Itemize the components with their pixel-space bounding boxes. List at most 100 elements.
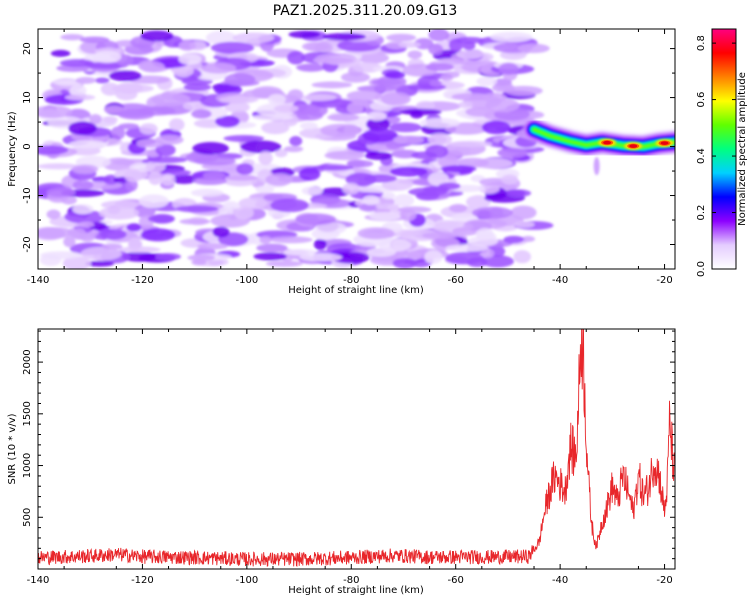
noise-blob xyxy=(210,41,255,54)
noise-blob xyxy=(386,33,417,42)
noise-blob xyxy=(437,154,459,169)
noise-blob xyxy=(393,135,424,145)
spectrogram-x-axis: -140 -120 -100 -80 -60 -40 -20 xyxy=(27,29,673,286)
noise-blob xyxy=(267,93,286,106)
noise-blobs xyxy=(38,29,554,269)
noise-blob xyxy=(331,251,370,264)
colorbar-tick-label: 0.0 xyxy=(696,261,707,277)
noise-blob xyxy=(517,43,550,54)
noise-blob xyxy=(147,156,188,164)
noise-blob xyxy=(445,244,489,252)
noise-blob xyxy=(46,187,76,198)
figure-title: PAZ1.2025.311.20.09.G13 xyxy=(273,3,458,19)
noise-blob xyxy=(75,77,97,84)
x-tick-label: -60 xyxy=(448,575,464,586)
noise-blob xyxy=(385,141,402,150)
noise-blob xyxy=(240,140,282,154)
ridge-peak xyxy=(598,138,617,147)
noise-blob xyxy=(139,123,158,135)
noise-blob xyxy=(223,134,265,142)
noise-blob xyxy=(265,173,293,186)
noise-blob xyxy=(95,77,110,84)
snr-frame xyxy=(37,328,676,570)
noise-blob xyxy=(288,30,321,39)
noise-blob xyxy=(513,250,531,264)
noise-blob xyxy=(398,41,421,48)
y-tick-label: 10 xyxy=(22,91,33,104)
noise-blob xyxy=(471,206,513,219)
noise-blob xyxy=(122,251,156,262)
noise-blob xyxy=(183,83,212,92)
noise-blob xyxy=(71,228,87,240)
signal-ridge xyxy=(523,118,675,176)
noise-blob xyxy=(364,151,393,160)
noise-blob xyxy=(506,189,532,198)
noise-blob xyxy=(224,174,259,181)
noise-blob xyxy=(40,251,83,260)
snr-x-label: Height of straight line (km) xyxy=(288,585,424,596)
noise-blob xyxy=(116,82,144,94)
ridge-peak xyxy=(655,139,674,148)
noise-blob xyxy=(62,256,92,269)
noise-blob xyxy=(299,121,318,130)
noise-blob xyxy=(138,194,169,209)
noise-blob xyxy=(69,84,87,97)
noise-blob xyxy=(255,185,275,194)
snr-plot-area xyxy=(38,329,675,567)
noise-blob xyxy=(458,101,473,109)
noise-blob xyxy=(151,92,191,106)
x-tick-label: -140 xyxy=(27,575,50,586)
spectrogram-y-axis: -20 -10 0 10 20 xyxy=(22,42,675,270)
noise-blob xyxy=(224,101,250,113)
noise-blob xyxy=(200,62,237,74)
noise-blob xyxy=(494,78,512,90)
noise-blob xyxy=(193,156,236,166)
noise-blob xyxy=(425,63,454,72)
noise-blob xyxy=(50,49,71,57)
colorbar-tick-label: 0.8 xyxy=(696,35,707,51)
noise-blob xyxy=(191,109,212,119)
noise-blob xyxy=(356,85,399,92)
noise-blob xyxy=(301,186,323,196)
y-tick-label: 500 xyxy=(22,508,33,527)
noise-blob xyxy=(415,100,436,111)
noise-blob xyxy=(72,180,94,191)
noise-blob xyxy=(320,123,363,137)
noise-blob xyxy=(172,64,194,77)
noise-blob xyxy=(214,83,243,96)
x-tick-label: -100 xyxy=(236,275,259,286)
noise-blob xyxy=(136,139,165,148)
noise-blob xyxy=(346,90,383,101)
noise-blob xyxy=(179,218,211,225)
noise-blob xyxy=(296,63,326,72)
noise-blob xyxy=(137,106,176,116)
y-tick-label: -10 xyxy=(22,187,33,203)
x-tick-label: -140 xyxy=(27,275,50,286)
noise-blob xyxy=(322,32,367,41)
noise-blob xyxy=(366,117,391,132)
noise-blob xyxy=(497,147,528,159)
noise-blob xyxy=(171,174,197,185)
noise-blob xyxy=(427,133,453,146)
y-tick-label: 2000 xyxy=(22,349,33,374)
noise-blob xyxy=(160,173,176,186)
y-tick-label: 1500 xyxy=(22,401,33,426)
noise-blob xyxy=(371,78,403,86)
noise-blob xyxy=(72,204,94,215)
noise-blob xyxy=(503,235,524,244)
snr-x-axis: -140 -120 -100 -80 -60 -40 -20 xyxy=(27,329,673,586)
noise-blob xyxy=(448,140,493,148)
noise-blob xyxy=(358,203,379,212)
noise-blob xyxy=(399,208,417,222)
noise-blob xyxy=(311,81,353,89)
noise-blob xyxy=(362,128,398,143)
noise-blob xyxy=(265,260,303,267)
noise-blob xyxy=(155,143,176,157)
noise-blob xyxy=(145,160,166,174)
noise-blob xyxy=(342,182,360,195)
x-tick-label: -20 xyxy=(656,275,672,286)
noise-blob xyxy=(369,211,401,221)
noise-blob xyxy=(92,50,122,64)
noise-blob xyxy=(46,209,61,220)
noise-blob xyxy=(312,164,354,171)
